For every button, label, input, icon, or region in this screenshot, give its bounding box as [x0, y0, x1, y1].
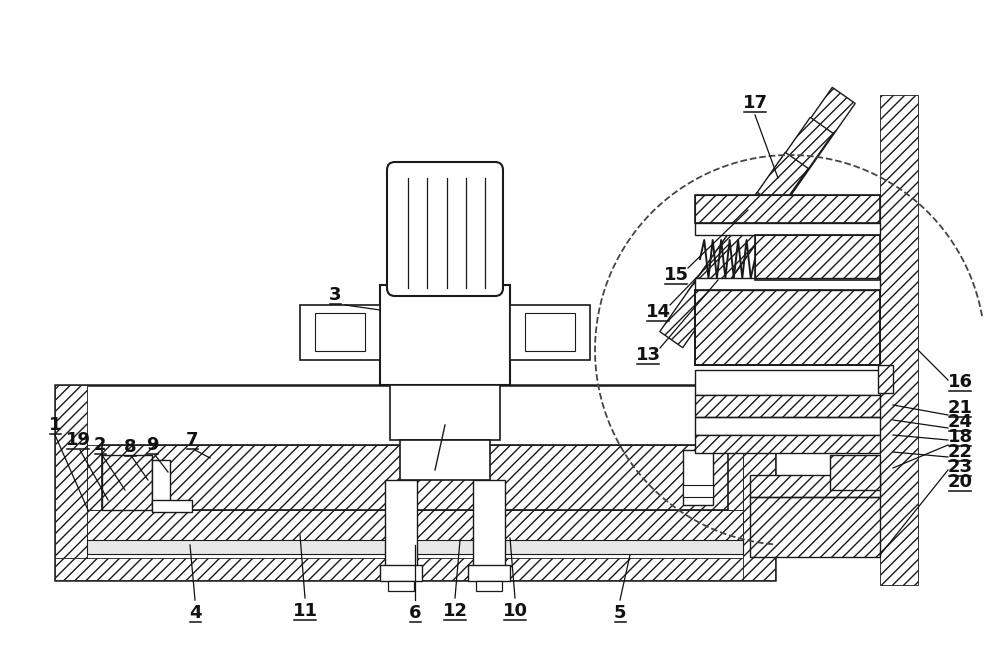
Bar — [400, 440, 490, 480]
Bar — [695, 435, 880, 453]
Text: 15: 15 — [664, 266, 688, 284]
Bar — [750, 475, 880, 497]
Bar — [660, 192, 780, 347]
Bar — [735, 87, 855, 243]
Bar — [300, 305, 380, 360]
Bar — [55, 385, 87, 580]
Bar — [688, 152, 808, 308]
Bar — [695, 278, 880, 290]
Bar — [695, 395, 880, 417]
Text: 6: 6 — [409, 604, 421, 622]
Bar — [880, 95, 918, 585]
Bar — [695, 417, 880, 435]
Bar — [87, 445, 743, 510]
Bar — [385, 480, 417, 570]
Text: 18: 18 — [947, 428, 973, 446]
Text: 8: 8 — [124, 438, 136, 456]
Text: 22: 22 — [948, 443, 972, 461]
Bar — [683, 450, 713, 505]
Bar — [525, 313, 575, 351]
Bar — [468, 565, 510, 581]
Text: 7: 7 — [186, 431, 198, 449]
Text: 24: 24 — [948, 413, 972, 431]
Bar — [755, 235, 880, 280]
Bar — [87, 542, 743, 552]
Bar — [380, 285, 510, 385]
Bar — [315, 313, 365, 351]
Text: 13: 13 — [636, 346, 660, 364]
Bar — [152, 500, 192, 512]
Bar — [695, 223, 880, 235]
Text: 12: 12 — [442, 602, 468, 620]
Bar — [695, 195, 880, 223]
Bar — [750, 497, 880, 557]
Text: 17: 17 — [742, 94, 768, 112]
Text: 2: 2 — [94, 436, 106, 454]
Bar — [473, 480, 505, 570]
Bar — [102, 455, 152, 510]
Bar — [695, 290, 880, 365]
Text: 14: 14 — [646, 303, 670, 321]
Bar — [102, 455, 152, 510]
Bar — [830, 455, 880, 490]
Bar — [750, 497, 880, 557]
Text: 11: 11 — [292, 602, 318, 620]
Bar — [695, 395, 880, 417]
Bar — [695, 370, 880, 395]
Bar — [830, 455, 880, 490]
Bar — [55, 385, 775, 580]
Bar — [87, 510, 743, 542]
Bar — [695, 195, 880, 223]
Bar — [390, 385, 500, 440]
Text: 16: 16 — [948, 373, 972, 391]
Bar — [510, 305, 590, 360]
Bar — [476, 581, 502, 591]
Text: 3: 3 — [329, 286, 341, 304]
Text: 23: 23 — [948, 458, 972, 476]
Bar — [152, 460, 170, 505]
Text: 9: 9 — [146, 436, 158, 454]
Bar — [695, 290, 880, 365]
Text: 5: 5 — [614, 604, 626, 622]
Text: 20: 20 — [948, 473, 972, 491]
Bar — [55, 558, 775, 580]
Bar — [750, 475, 880, 497]
Text: 21: 21 — [948, 399, 972, 417]
Bar — [878, 365, 893, 393]
Bar — [87, 540, 743, 554]
Bar — [380, 565, 422, 581]
Bar — [102, 445, 728, 510]
Bar — [713, 117, 833, 272]
Bar — [695, 435, 880, 453]
Bar — [695, 290, 880, 365]
Bar — [683, 485, 713, 497]
Bar — [743, 385, 775, 580]
Bar — [878, 365, 893, 393]
Text: 4: 4 — [189, 604, 201, 622]
Text: 1: 1 — [49, 416, 61, 434]
Bar — [388, 581, 414, 591]
Bar — [755, 235, 880, 280]
Text: 10: 10 — [503, 602, 528, 620]
FancyBboxPatch shape — [387, 162, 503, 296]
Text: 19: 19 — [66, 431, 90, 449]
